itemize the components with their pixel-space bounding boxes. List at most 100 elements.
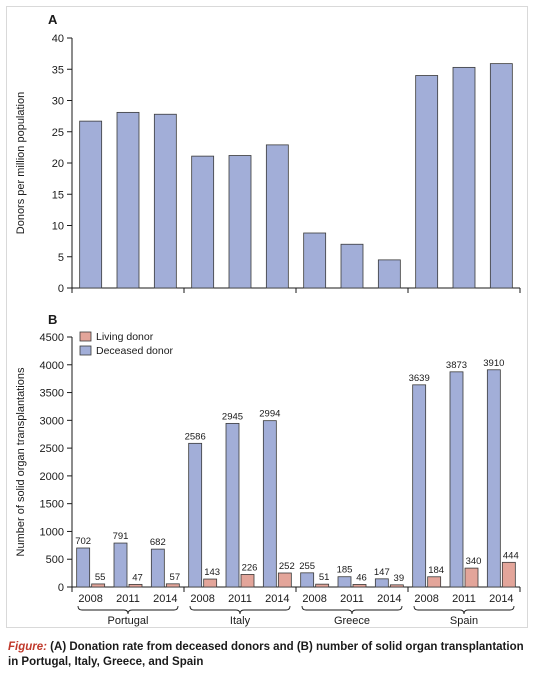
caption-lead: Figure: xyxy=(8,641,47,653)
panel-a-bar xyxy=(452,66,476,289)
panel-b-x-tick-label: 2011 xyxy=(340,593,364,605)
panel-b-bar-deceased xyxy=(76,547,91,588)
panel-b-data-label-deceased: 2586 xyxy=(185,431,206,442)
panel-b-bar-living xyxy=(277,572,292,588)
panel-b-y-label: Number of solid organ transplantations xyxy=(15,367,27,556)
panel-b-x-tick-label: 2008 xyxy=(190,593,214,605)
panel-b-data-label-deceased: 3639 xyxy=(409,373,430,384)
caption-text: (A) Donation rate from deceased donors a… xyxy=(8,641,524,668)
panel-a-y-tick-label: 15 xyxy=(52,189,64,201)
panel-b-bar-deceased xyxy=(300,572,315,588)
panel-b-y-tick-label: 2500 xyxy=(40,443,64,455)
panel-b-bar-deceased xyxy=(337,576,352,588)
panel-b-bar-living xyxy=(203,578,218,588)
panel-b-group-brace xyxy=(77,605,179,615)
panel-b-label: B xyxy=(48,312,57,327)
panel-b-data-label-deceased: 682 xyxy=(150,537,166,548)
panel-b-group-label: Spain xyxy=(450,615,478,627)
panel-b-data-label-living: 143 xyxy=(204,567,220,578)
panel-b-data-label-living: 55 xyxy=(95,572,106,583)
panel-b-y-tick-label: 0 xyxy=(58,582,64,594)
panel-a-bar xyxy=(79,120,103,289)
panel-b-data-label-deceased: 185 xyxy=(337,565,353,576)
panel-b-data-label-deceased: 147 xyxy=(374,567,390,578)
panel-b-bar-living xyxy=(389,584,404,588)
panel-a-bar xyxy=(489,63,513,289)
panel-b-group-label: Italy xyxy=(230,615,251,627)
panel-b-bar-living xyxy=(315,583,330,588)
panel-b-bar-deceased xyxy=(486,369,501,588)
panel-b-data-label-living: 51 xyxy=(319,572,330,583)
panel-a-bar xyxy=(116,111,140,289)
panel-b-data-label-living: 252 xyxy=(279,561,295,572)
panel-a-y-tick-label: 25 xyxy=(52,127,64,139)
panel-a-bar xyxy=(340,243,364,289)
panel-b-bar-living xyxy=(352,584,367,588)
panel-a-bar xyxy=(153,113,177,289)
panel-b-data-label-deceased: 255 xyxy=(299,561,315,572)
panel-a-bar xyxy=(191,155,215,289)
panel-b-bar-living xyxy=(128,583,143,588)
panel-b-data-label-deceased: 3910 xyxy=(483,358,504,369)
panel-a-bar xyxy=(415,75,439,289)
panel-b-data-label-deceased: 3873 xyxy=(446,360,467,371)
panel-b-x-tick-label: 2011 xyxy=(452,593,476,605)
panel-b-group-label: Greece xyxy=(334,615,370,627)
panel-b-x-tick-label: 2014 xyxy=(377,593,401,605)
panel-b-data-label-living: 46 xyxy=(356,572,367,583)
panel-b-data-label-living: 39 xyxy=(394,573,405,584)
panel-b-x-tick-label: 2011 xyxy=(116,593,140,605)
panel-a-bar xyxy=(228,155,252,289)
panel-b-y-tick-label: 1000 xyxy=(40,526,64,538)
panel-b-x-tick-label: 2014 xyxy=(489,593,513,605)
panel-b-data-label-living: 226 xyxy=(242,562,258,573)
panel-b-data-label-living: 47 xyxy=(132,572,143,583)
panel-b-bar-living xyxy=(501,561,516,588)
panel-a-y-tick-label: 0 xyxy=(58,283,64,295)
panel-a-y-tick-label: 35 xyxy=(52,64,64,76)
panel-b-group-label: Portugal xyxy=(108,615,149,627)
panel-b-group-brace xyxy=(189,605,291,615)
panel-b-bar-living xyxy=(240,574,255,588)
panel-b-x-tick-label: 2008 xyxy=(78,593,102,605)
figure-border xyxy=(6,6,528,628)
panel-a-y-label: Donors per million population xyxy=(15,92,27,234)
figure-caption: Figure: (A) Donation rate from deceased … xyxy=(8,640,528,670)
panel-b-data-label-deceased: 791 xyxy=(113,531,129,542)
panel-a-y-tick-label: 5 xyxy=(58,252,64,264)
panel-a-bar xyxy=(377,259,401,289)
panel-b-y-tick-label: 1500 xyxy=(40,499,64,511)
panel-b-bar-deceased xyxy=(150,548,165,588)
panel-b-data-label-deceased: 2994 xyxy=(259,409,280,420)
panel-b-data-label-living: 57 xyxy=(170,572,181,583)
panel-b-bar-living xyxy=(165,583,180,588)
panel-b-bar-deceased xyxy=(113,542,128,588)
panel-a-y-tick-label: 10 xyxy=(52,221,64,233)
panel-b-bar-living xyxy=(91,583,106,588)
panel-a-bar xyxy=(303,232,327,289)
panel-b-y-tick-label: 2000 xyxy=(40,471,64,483)
panel-a-y-tick-label: 20 xyxy=(52,158,64,170)
panel-b-x-tick-label: 2014 xyxy=(153,593,177,605)
legend-swatch-living xyxy=(79,331,92,342)
panel-b-data-label-living: 184 xyxy=(428,565,444,576)
panel-b-y-tick-label: 500 xyxy=(46,554,64,566)
panel-b-bar-deceased xyxy=(374,578,389,588)
panel-b-group-brace xyxy=(413,605,515,615)
legend-swatch-deceased xyxy=(79,345,92,356)
panel-b-bar-deceased xyxy=(225,422,240,588)
panel-b-y-tick-label: 3000 xyxy=(40,415,64,427)
panel-b-bar-deceased xyxy=(262,420,277,588)
panel-b-x-tick-label: 2011 xyxy=(228,593,252,605)
panel-a-bar xyxy=(265,144,289,289)
legend-label-living: Living donor xyxy=(96,331,154,343)
panel-b-bar-deceased xyxy=(449,371,464,588)
legend-label-deceased: Deceased donor xyxy=(96,345,174,357)
panel-a-y-tick-label: 30 xyxy=(52,96,64,108)
panel-b-x-tick-label: 2014 xyxy=(265,593,289,605)
panel-b-data-label-living: 444 xyxy=(503,550,519,561)
panel-b-x-tick-label: 2008 xyxy=(302,593,326,605)
panel-b-y-tick-label: 4000 xyxy=(40,360,64,372)
